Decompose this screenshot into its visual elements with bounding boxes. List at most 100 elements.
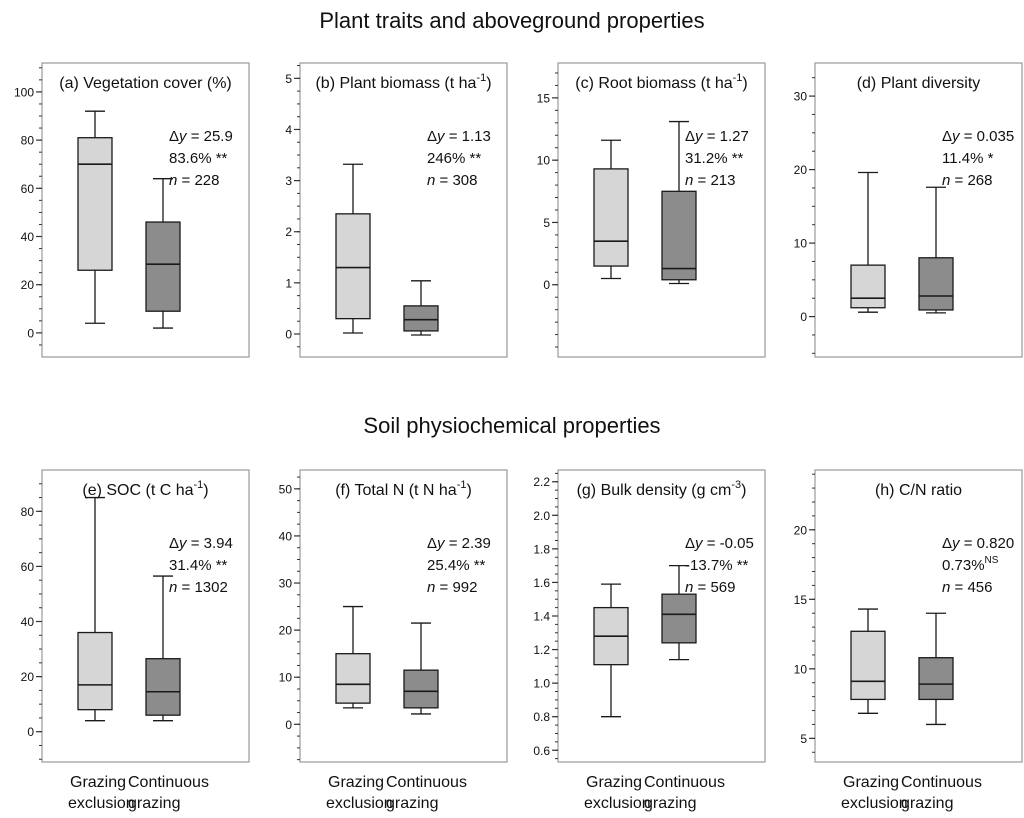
stat-delta-y: Δy = 0.820 bbox=[942, 535, 1014, 552]
y-tick-label: 5 bbox=[285, 72, 292, 86]
y-tick-label: 0.6 bbox=[533, 744, 550, 758]
y-tick-label: 5 bbox=[800, 732, 807, 746]
plot-frame bbox=[299, 469, 508, 763]
stat-sample-size: n = 308 bbox=[427, 172, 477, 189]
chart-panel-a: 0 20 40 60 80 100 (a) Vegetation cover (%) Δy =… bbox=[14, 62, 250, 358]
y-tick-label: 30 bbox=[279, 577, 293, 591]
panel-title: (e) SOC (t C ha-1) bbox=[82, 479, 208, 499]
iqr-box bbox=[335, 653, 371, 704]
stat-delta-y: Δy = 1.27 bbox=[685, 128, 749, 145]
y-tick-label: 15 bbox=[537, 91, 551, 105]
box-continuous-grazing bbox=[918, 186, 954, 314]
y-tick-label: 40 bbox=[21, 230, 35, 244]
stat-delta-y: Δy = 2.39 bbox=[427, 535, 491, 552]
plot-frame bbox=[41, 62, 250, 358]
panel-title: (f) Total N (t N ha-1) bbox=[335, 479, 472, 499]
stat-percent: 246% ** bbox=[427, 150, 481, 167]
box-grazing-exclusion bbox=[335, 163, 371, 334]
y-tick-label: 10 bbox=[794, 237, 808, 251]
y-tick-label: 20 bbox=[279, 624, 293, 638]
box-grazing-exclusion bbox=[335, 605, 371, 709]
y-tick-label: 1.2 bbox=[533, 643, 550, 657]
stat-delta-y: Δy = -0.05 bbox=[685, 535, 754, 552]
y-tick-label: 0 bbox=[543, 278, 550, 292]
stat-delta-y: Δy = 1.13 bbox=[427, 128, 491, 145]
y-tick-label: 20 bbox=[21, 278, 35, 292]
y-tick-label: 15 bbox=[794, 593, 808, 607]
y-tick-label: 60 bbox=[21, 560, 35, 574]
stat-percent: 0.73%NS bbox=[942, 555, 999, 574]
panel-title: (a) Vegetation cover (%) bbox=[59, 75, 232, 92]
x-label-grazing-exclusion: Grazing exclusion bbox=[841, 774, 908, 812]
y-tick-label: 40 bbox=[279, 529, 293, 543]
stat-sample-size: n = 569 bbox=[685, 579, 735, 596]
chart-panel-g: 0.6 0.8 1.0 1.2 1.4 1.6 1.8 2.0 2.2 (g) Bulk dens… bbox=[533, 469, 766, 812]
x-label-continuous-grazing: Continuous grazing bbox=[901, 774, 982, 812]
x-label-continuous-grazing: Continuous grazing bbox=[644, 774, 725, 812]
stat-percent: 31.2% ** bbox=[685, 150, 744, 167]
y-tick-label: 100 bbox=[14, 85, 34, 99]
iqr-box bbox=[918, 657, 954, 701]
iqr-box bbox=[77, 631, 113, 711]
iqr-box bbox=[145, 658, 181, 716]
chart-panel-f: 0 10 20 30 40 50 (f) Total N (t N ha-1) Δy = 2.… bbox=[279, 469, 508, 812]
y-tick-label: 5 bbox=[543, 216, 550, 230]
y-tick-label: 4 bbox=[285, 123, 292, 137]
section-title-plant: Plant traits and aboveground properties bbox=[319, 8, 704, 33]
iqr-box bbox=[593, 168, 629, 267]
box-continuous-grazing bbox=[918, 612, 954, 726]
x-label-grazing-exclusion: Grazing exclusion bbox=[584, 774, 651, 812]
stat-sample-size: n = 992 bbox=[427, 579, 477, 596]
chart-panel-d: 0 10 20 30 (d) Plant diversity Δy = 0.035 11.4… bbox=[794, 62, 1023, 358]
y-tick-label: 3 bbox=[285, 174, 292, 188]
box-continuous-grazing bbox=[403, 622, 439, 715]
y-tick-label: 2.0 bbox=[533, 509, 550, 523]
y-tick-label: 2 bbox=[285, 225, 292, 239]
panel-title: (d) Plant diversity bbox=[857, 75, 981, 92]
stat-sample-size: n = 268 bbox=[942, 172, 992, 189]
iqr-box bbox=[918, 257, 954, 311]
y-tick-label: 1.4 bbox=[533, 610, 550, 624]
iqr-box bbox=[403, 305, 439, 332]
x-label-continuous-grazing: Continuous grazing bbox=[386, 774, 467, 812]
stat-percent: 11.4% * bbox=[942, 150, 994, 167]
y-tick-label: 1.6 bbox=[533, 576, 550, 590]
section-title-soil: Soil physiochemical properties bbox=[363, 413, 660, 438]
stat-percent: 83.6% ** bbox=[169, 150, 228, 167]
box-continuous-grazing bbox=[145, 575, 181, 722]
y-tick-label: 80 bbox=[21, 505, 35, 519]
y-tick-label: 0.8 bbox=[533, 710, 550, 724]
box-grazing-exclusion bbox=[593, 139, 629, 280]
y-tick-label: 0 bbox=[27, 326, 34, 340]
plot-frame bbox=[299, 62, 508, 358]
y-tick-label: 10 bbox=[537, 154, 551, 168]
y-tick-label: 1 bbox=[285, 276, 292, 290]
iqr-box bbox=[335, 213, 371, 320]
y-tick-label: 2.2 bbox=[533, 475, 550, 489]
y-tick-label: 0 bbox=[285, 718, 292, 732]
panel-title: (h) C/N ratio bbox=[875, 482, 962, 499]
box-continuous-grazing bbox=[661, 120, 697, 285]
box-grazing-exclusion bbox=[850, 171, 886, 313]
box-continuous-grazing bbox=[661, 565, 697, 661]
y-tick-label: 60 bbox=[21, 182, 35, 196]
iqr-box bbox=[661, 593, 697, 644]
box-continuous-grazing bbox=[403, 280, 439, 336]
y-tick-label: 0 bbox=[800, 310, 807, 324]
x-label-continuous-grazing: Continuous grazing bbox=[128, 774, 209, 812]
stat-sample-size: n = 228 bbox=[169, 172, 219, 189]
plot-frame bbox=[814, 62, 1023, 358]
y-tick-label: 1.8 bbox=[533, 542, 550, 556]
iqr-box bbox=[77, 137, 113, 271]
stat-delta-y: Δy = 0.035 bbox=[942, 128, 1014, 145]
panel-title: (c) Root biomass (t ha-1) bbox=[575, 72, 748, 92]
x-label-grazing-exclusion: Grazing exclusion bbox=[326, 774, 393, 812]
y-tick-label: 30 bbox=[794, 90, 808, 104]
iqr-box bbox=[850, 630, 886, 701]
iqr-box bbox=[145, 221, 181, 312]
plot-frame bbox=[814, 469, 1023, 763]
chart-panel-b: 0 1 2 3 4 5 (b) Plant biomass (t ha-1) Δy = 1.1… bbox=[285, 62, 508, 358]
stat-percent: 31.4% ** bbox=[169, 557, 228, 574]
